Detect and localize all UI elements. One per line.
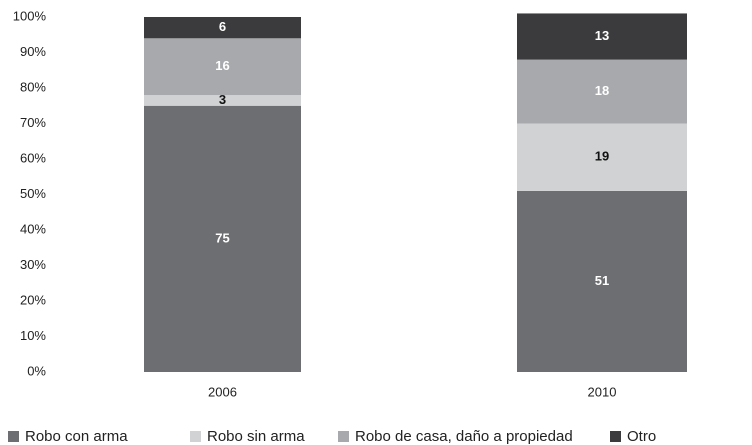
y-tick-label: 70% (20, 115, 46, 130)
bar-segment (144, 38, 301, 96)
y-tick-label: 100% (13, 8, 47, 23)
legend-label: Robo sin arma (207, 428, 305, 445)
legend-swatch (190, 431, 201, 442)
bar-segment (517, 59, 687, 124)
y-tick-label: 50% (20, 186, 46, 201)
legend-label: Otro (627, 428, 656, 445)
y-tick-label: 80% (20, 79, 46, 94)
legend-label: Robo con arma (25, 428, 128, 445)
value-label: 19 (595, 149, 609, 164)
legend-swatch (8, 431, 19, 442)
value-label: 18 (595, 83, 609, 98)
value-label: 3 (219, 92, 226, 107)
x-tick-label: 2010 (588, 384, 617, 399)
y-tick-label: 60% (20, 150, 46, 165)
y-tick-label: 90% (20, 44, 46, 59)
bar-segment (517, 123, 687, 191)
bar-segment (144, 17, 301, 39)
bar-segment (144, 105, 301, 372)
x-tick-label: 2006 (208, 384, 237, 399)
value-label: 51 (595, 273, 609, 288)
y-tick-label: 30% (20, 257, 46, 272)
bar-segment (144, 95, 301, 106)
bar-segment (517, 13, 687, 60)
value-label: 16 (215, 58, 229, 73)
legend-swatch (338, 431, 349, 442)
value-label: 6 (219, 19, 226, 34)
bar-segment (517, 190, 687, 372)
y-tick-label: 40% (20, 221, 46, 236)
y-tick-label: 0% (27, 363, 46, 378)
y-tick-label: 10% (20, 328, 46, 343)
legend-label: Robo de casa, daño a propiedad (355, 428, 573, 445)
legend-swatch (610, 431, 621, 442)
value-label: 75 (215, 230, 229, 245)
y-tick-label: 20% (20, 292, 46, 307)
value-label: 13 (595, 28, 609, 43)
